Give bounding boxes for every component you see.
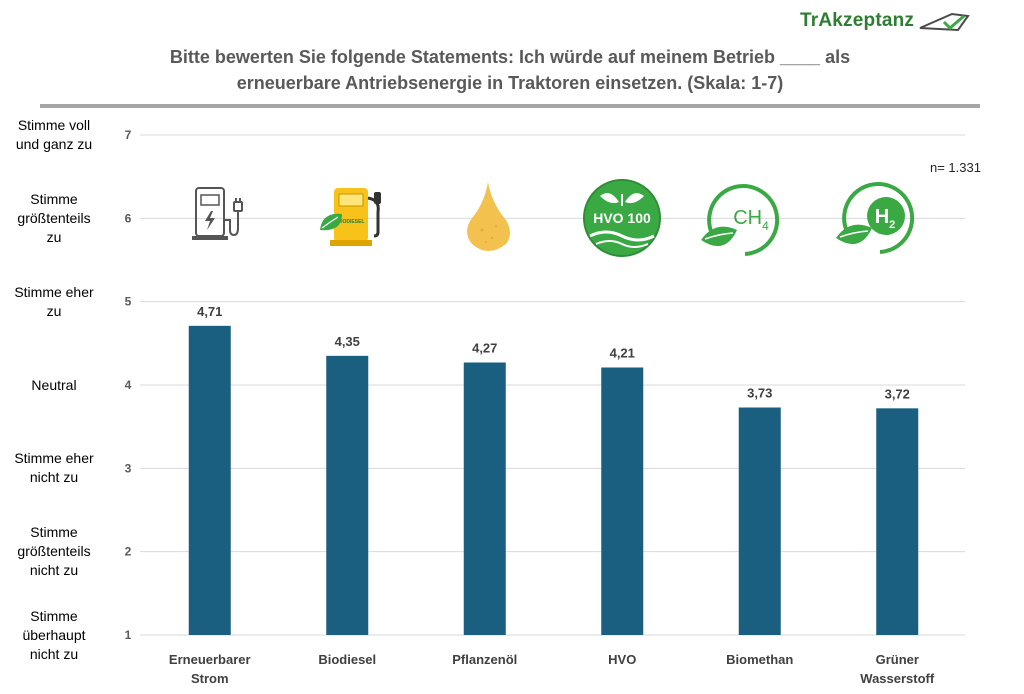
category-label-line: Biomethan <box>726 652 793 667</box>
y-tick-label: 3 <box>125 461 132 475</box>
y-scale-label-line: größtenteils <box>17 209 91 226</box>
y-scale-label-line: Neutral <box>31 376 77 393</box>
category-label-line: HVO <box>608 652 636 667</box>
bar <box>876 408 919 635</box>
y-tick-label: 6 <box>125 211 132 225</box>
hvo100-icon: HVO 100 <box>583 179 661 257</box>
y-tick-label: 4 <box>125 378 132 392</box>
bar-value-label: 4,21 <box>610 346 635 361</box>
y-scale-label-line: zu <box>46 302 62 319</box>
chart-title: Bitte bewerten Sie folgende Statements: … <box>60 44 960 96</box>
trakzeptanz-logo: TrAkzeptanz <box>800 10 915 31</box>
y-scale-label: Stimme überhaupt nicht zu <box>0 607 108 664</box>
y-scale-label-line: nicht zu <box>29 469 79 486</box>
y-scale-label: Neutral <box>0 376 108 395</box>
category-label: HVO <box>608 652 636 667</box>
category-label: Pflanzenöl <box>452 652 517 667</box>
h2-icon-label: H2 <box>875 206 896 231</box>
biodiesel-pump-icon: BIODIESEL <box>320 188 381 246</box>
bar <box>601 367 644 635</box>
biodiesel-icon-label: BIODIESEL <box>338 219 365 225</box>
sample-size-label: n= 1.331 <box>930 160 981 175</box>
category-label-line: Erneuerbarer <box>169 652 251 667</box>
y-scale-label: Stimme eher nicht zu <box>0 449 108 487</box>
y-tick-label: 5 <box>125 295 132 309</box>
h2-letters: H <box>875 206 889 228</box>
category-label-line: Strom <box>191 671 229 686</box>
chart-title-line-2: erneuerbare Antriebsenergie in Traktoren… <box>236 73 784 93</box>
y-scale-label-line: größtenteils <box>17 543 91 560</box>
hvo100-icon-label: HVO 100 <box>593 210 651 226</box>
y-scale-label-line: Stimme eher <box>14 450 94 467</box>
category-label-line: Biodiesel <box>318 652 376 667</box>
y-scale-label-line: zu <box>46 228 62 245</box>
oil-drop-icon <box>467 182 510 251</box>
grid-lines: 1 2 3 4 5 6 7 <box>125 128 965 642</box>
y-scale-label-line: nicht zu <box>29 562 79 579</box>
ch4-letters: CH <box>733 207 762 229</box>
category-label: Grüner Wasserstoff <box>860 652 935 686</box>
y-scale-label-line: Stimme <box>30 524 78 541</box>
y-tick-label: 1 <box>125 628 132 642</box>
fuel-icons: BIODIESEL HVO 100 <box>192 179 915 257</box>
h2-leaf-icon: H2 <box>836 182 915 254</box>
bar-value-label: 4,35 <box>335 334 360 349</box>
bar-value-label: 3,73 <box>747 386 772 401</box>
y-scale-label-line: Stimme <box>30 607 78 624</box>
category-label: Biomethan <box>726 652 793 667</box>
category-label-line: Grüner <box>876 652 919 667</box>
y-scale-label-line: Stimme eher <box>14 283 94 300</box>
category-label: Biodiesel <box>318 652 376 667</box>
y-tick-label: 2 <box>125 545 132 559</box>
ch4-subscript: 4 <box>762 219 769 233</box>
ch4-icon-label: CH4 <box>733 207 769 233</box>
bar-value-label: 3,72 <box>885 386 910 401</box>
y-scale-label-line: Stimme <box>30 190 78 207</box>
y-scale-label-line: Stimme voll <box>17 117 91 133</box>
logo-swoosh-icon <box>919 12 970 32</box>
chart-title-line-1: Bitte bewerten Sie folgende Statements: … <box>169 47 851 67</box>
title-divider <box>40 104 980 108</box>
y-tick-label: 7 <box>125 128 132 142</box>
bar-value-label: 4,27 <box>472 341 497 356</box>
y-scale-label-line: überhaupt <box>22 626 86 643</box>
h2-subscript: 2 <box>889 219 895 231</box>
y-scale-label: Stimme größtenteils nicht zu <box>0 523 108 580</box>
y-scale-label: Stimme voll und ganz zu <box>0 116 108 154</box>
y-scale-label: Stimme größtenteils zu <box>0 190 108 247</box>
y-scale-label: Stimme eher zu <box>0 283 108 321</box>
bar-value-label: 4,71 <box>197 304 222 319</box>
category-label: Erneuerbarer Strom <box>169 652 251 686</box>
ev-charger-icon <box>192 187 243 240</box>
y-scale-label-line: nicht zu <box>29 645 79 662</box>
y-scale-label-line: und ganz zu <box>15 136 93 152</box>
bar <box>738 407 781 635</box>
bars: 4,71 Erneuerbarer Strom 4,35 Biodiesel 4,27 Pf… <box>169 304 935 686</box>
bar <box>188 325 231 635</box>
category-label-line: Wasserstoff <box>860 671 935 686</box>
category-label-line: Pflanzenöl <box>452 652 517 667</box>
ch4-leaf-icon: CH4 <box>701 184 780 256</box>
bar <box>326 355 369 635</box>
bar <box>463 362 506 635</box>
